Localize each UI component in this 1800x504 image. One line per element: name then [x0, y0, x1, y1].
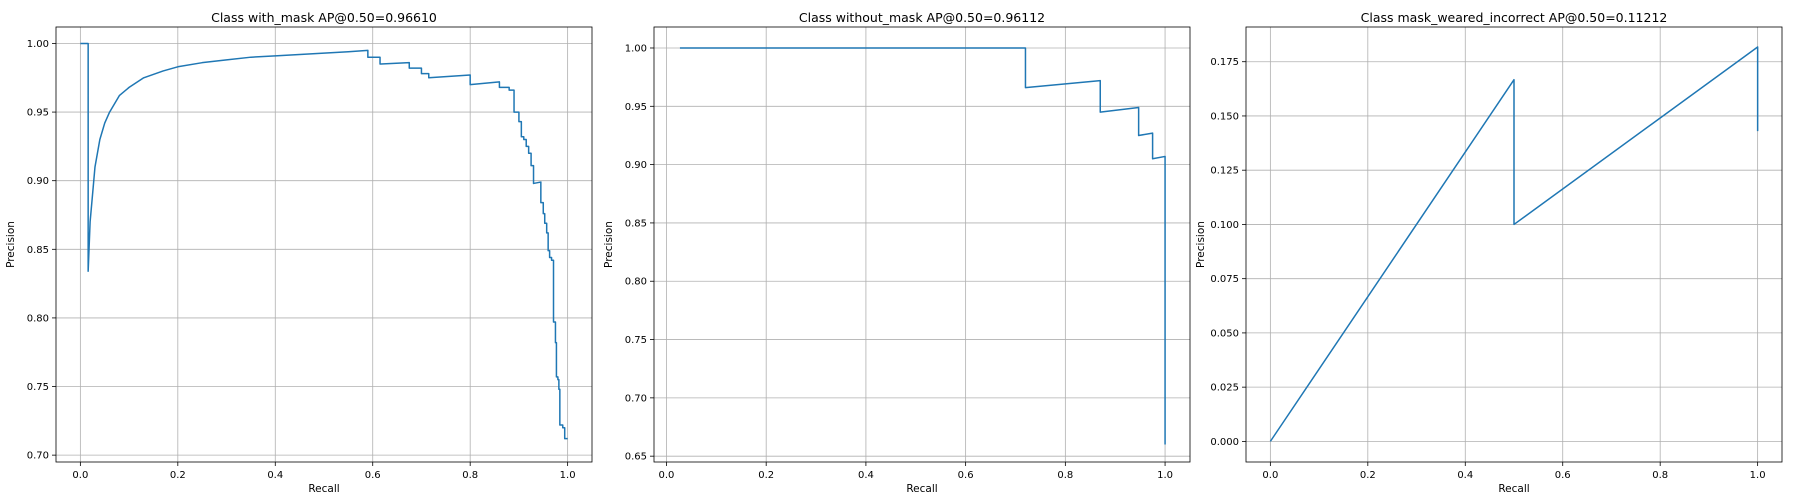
y-tick-label: 0.85 — [27, 245, 49, 256]
axes-frame — [653, 26, 1191, 463]
y-tick-label: 0.075 — [1210, 274, 1239, 285]
x-tick-label: 0.4 — [1457, 470, 1473, 481]
y-tick-label: 0.95 — [625, 102, 647, 113]
x-tick-label: 0.0 — [1262, 470, 1278, 481]
y-tick-label: 0.75 — [625, 335, 647, 346]
chart-title: Class mask_weared_incorrect AP@0.50=0.11… — [1361, 10, 1668, 25]
x-tick-label: 0.8 — [1652, 470, 1668, 481]
y-tick-label: 0.050 — [1210, 328, 1239, 339]
y-tick-label: 0.70 — [625, 393, 647, 404]
chart-title: Class with_mask AP@0.50=0.96610 — [211, 10, 437, 25]
x-tick-label: 0.2 — [1360, 470, 1376, 481]
x-tick-label: 0.6 — [958, 470, 974, 481]
y-tick-label: 1.00 — [27, 39, 49, 50]
x-tick-label: 0.0 — [72, 470, 88, 481]
y-tick-label: 0.150 — [1210, 111, 1239, 122]
x-tick-label: 1.0 — [560, 470, 576, 481]
y-tick-label: 0.100 — [1210, 220, 1239, 231]
y-tick-label: 0.025 — [1210, 383, 1239, 394]
y-tick-label: 1.00 — [625, 43, 647, 54]
x-axis-label: Recall — [1498, 483, 1529, 495]
y-tick-label: 0.95 — [27, 108, 49, 119]
chart-title: Class without_mask AP@0.50=0.96112 — [799, 10, 1045, 25]
x-tick-label: 0.8 — [1057, 470, 1073, 481]
x-tick-label: 0.6 — [1555, 470, 1571, 481]
y-tick-label: 0.65 — [625, 452, 647, 463]
y-tick-label: 0.85 — [625, 218, 647, 229]
axes-frame — [55, 26, 593, 463]
x-tick-label: 0.6 — [365, 470, 381, 481]
x-tick-label: 1.0 — [1750, 470, 1766, 481]
chart-panel-1: 0.0 0.2 0.4 0.6 0.8 1.0 0.70 0.75 0.80 0.85 0.90 0.… — [5, 10, 593, 495]
axes-frame — [1245, 26, 1783, 463]
y-tick-label: 0.80 — [625, 277, 647, 288]
x-axis-label: Recall — [308, 483, 339, 495]
x-axis-label: Recall — [906, 483, 937, 495]
y-tick-label: 0.000 — [1210, 437, 1239, 448]
pr-curve-line — [80, 42, 568, 440]
chart-panel-3: 0.0 0.2 0.4 0.6 0.8 1.0 0.000 0.025 0.050 0.075 0.… — [1195, 10, 1783, 495]
x-tick-label: 0.2 — [170, 470, 186, 481]
x-tick-label: 0.2 — [758, 470, 774, 481]
y-axis-label: Precision — [603, 221, 615, 268]
y-tick-label: 0.90 — [27, 176, 49, 187]
x-tick-label: 0.4 — [858, 470, 874, 481]
y-tick-label: 0.175 — [1210, 57, 1239, 68]
chart-panel-2: 0.0 0.2 0.4 0.6 0.8 1.0 0.65 0.70 0.75 0.80 0.85 0.… — [603, 10, 1191, 495]
y-tick-label: 0.70 — [27, 451, 49, 462]
y-axis-label: Precision — [5, 221, 17, 268]
y-axis-label: Precision — [1195, 221, 1207, 268]
y-tick-label: 0.80 — [27, 313, 49, 324]
y-tick-label: 0.75 — [27, 382, 49, 393]
y-tick-label: 0.90 — [625, 160, 647, 171]
x-tick-label: 0.0 — [659, 470, 675, 481]
pr-curve-line — [679, 47, 1166, 445]
y-tick-label: 0.125 — [1210, 166, 1239, 177]
x-tick-label: 0.8 — [462, 470, 478, 481]
pr-curve-line — [1269, 46, 1759, 442]
x-tick-label: 0.4 — [267, 470, 283, 481]
x-tick-label: 1.0 — [1157, 470, 1173, 481]
